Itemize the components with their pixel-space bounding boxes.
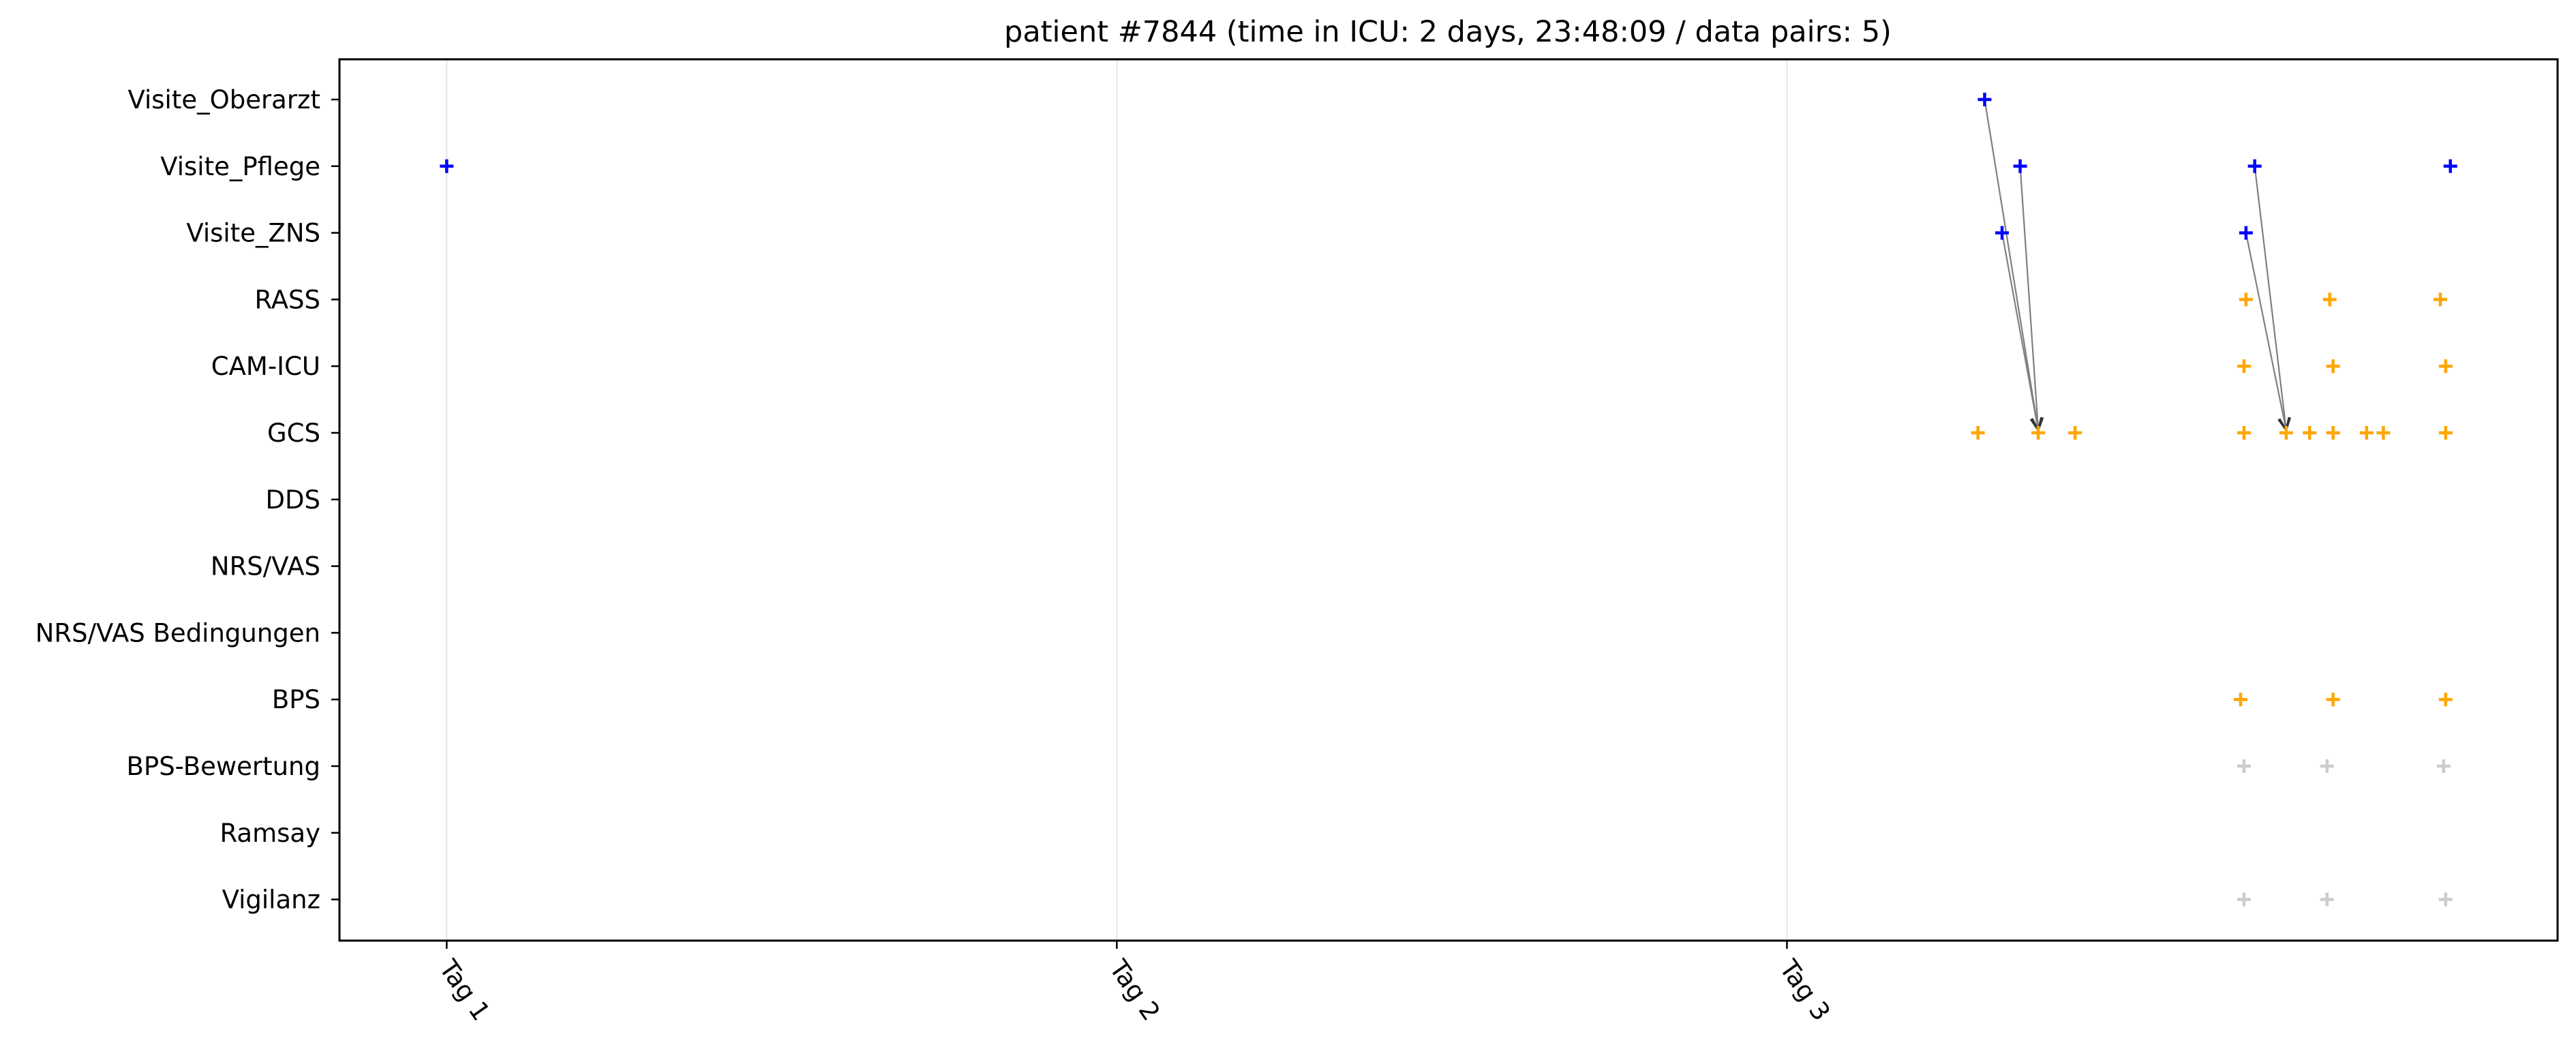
point-rass-2 xyxy=(2322,292,2337,307)
y-tick-label-gcs: GCS xyxy=(267,419,320,448)
pair-arrow-1 xyxy=(1984,99,2038,430)
chart-title: patient #7844 (time in ICU: 2 days, 23:4… xyxy=(1004,15,1892,49)
pair-arrow-5 xyxy=(2245,232,2286,430)
y-tick-label-dds: DDS xyxy=(266,485,320,515)
y-axis: Visite_Oberarzt Visite_Pflege Visite_ZNS RA… xyxy=(35,85,339,915)
point-gcs-2 xyxy=(2031,426,2046,440)
point-gcs-9 xyxy=(2376,426,2391,440)
point-cam-icu-1 xyxy=(2237,359,2251,374)
point-gcs-5 xyxy=(2279,426,2293,440)
point-visite-zns-1 xyxy=(1995,226,2010,240)
point-gcs-4 xyxy=(2237,426,2251,440)
point-bps-bewertung-1 xyxy=(2237,759,2251,773)
point-visite-zns-2 xyxy=(2239,226,2253,240)
point-visite-oberarzt-1 xyxy=(1978,93,1992,106)
point-gcs-6 xyxy=(2303,426,2317,440)
point-bps-bewertung-3 xyxy=(2436,759,2451,773)
point-bps-1 xyxy=(2234,693,2247,707)
point-visite-pflege-4 xyxy=(2443,159,2457,173)
point-visite-pflege-1 xyxy=(440,159,454,173)
point-vigilanz-3 xyxy=(2438,892,2453,907)
point-gcs-1 xyxy=(1971,426,1985,440)
y-tick-label-visite-pflege: Visite_Pflege xyxy=(160,152,320,181)
pair-arrow-3 xyxy=(2001,232,2038,430)
y-tick-label-vigilanz: Vigilanz xyxy=(222,885,320,915)
y-tick-label-visite-oberarzt: Visite_Oberarzt xyxy=(127,85,320,115)
point-bps-2 xyxy=(2326,693,2340,707)
y-tick-label-nrs-vas-bedingungen: NRS/VAS Bedingungen xyxy=(35,618,320,648)
point-visite-pflege-2 xyxy=(2013,159,2027,173)
pair-arrow-4 xyxy=(2254,166,2286,430)
pair-arrows xyxy=(1984,99,2286,430)
y-tick-label-nrs-vas: NRS/VAS xyxy=(211,552,320,581)
point-bps-3 xyxy=(2438,693,2453,707)
point-cam-icu-3 xyxy=(2438,359,2453,374)
point-gcs-8 xyxy=(2359,426,2374,440)
y-tick-label-cam-icu: CAM-ICU xyxy=(211,352,320,381)
point-vigilanz-1 xyxy=(2237,892,2251,907)
y-tick-label-bps: BPS xyxy=(272,685,320,714)
y-tick-label-visite-zns: Visite_ZNS xyxy=(186,219,320,248)
point-cam-icu-2 xyxy=(2326,359,2340,374)
y-tick-label-rass: RASS xyxy=(255,285,321,314)
point-vigilanz-2 xyxy=(2320,892,2334,907)
y-tick-label-bps-bewertung: BPS-Bewertung xyxy=(127,752,321,781)
point-gcs-7 xyxy=(2326,426,2340,440)
point-bps-bewertung-2 xyxy=(2320,759,2334,773)
pair-arrow-2 xyxy=(2019,166,2039,430)
y-tick-label-ramsay: Ramsay xyxy=(220,819,320,848)
point-gcs-3 xyxy=(2068,426,2082,440)
data-points xyxy=(440,93,2457,907)
gridlines xyxy=(446,59,1788,941)
point-visite-pflege-3 xyxy=(2247,159,2262,173)
point-rass-3 xyxy=(2433,292,2447,307)
point-rass-1 xyxy=(2239,292,2253,307)
point-gcs-10 xyxy=(2438,426,2453,440)
